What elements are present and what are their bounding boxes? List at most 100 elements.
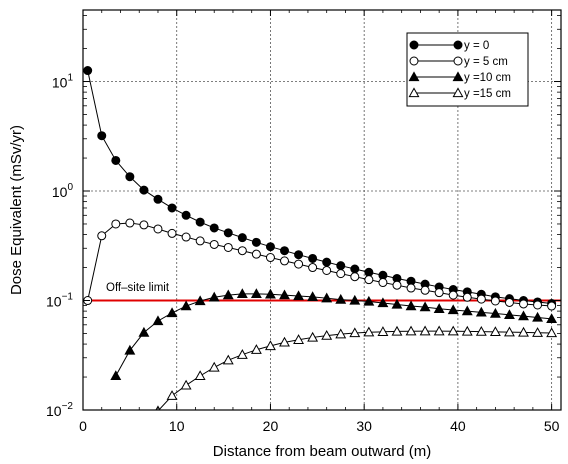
data-point xyxy=(447,304,459,315)
data-point xyxy=(533,300,543,310)
data-point xyxy=(350,264,360,274)
data-point xyxy=(111,155,121,165)
data-point xyxy=(532,327,544,337)
data-point xyxy=(280,256,290,266)
data-point xyxy=(152,315,164,326)
data-point xyxy=(294,259,304,269)
data-point xyxy=(194,370,206,381)
data-point xyxy=(139,220,149,230)
data-point xyxy=(166,390,178,400)
x-tick-label: 40 xyxy=(450,418,466,434)
data-point xyxy=(237,246,247,256)
off-site-limit-label: Off–site limit xyxy=(106,282,170,294)
data-point xyxy=(377,326,389,336)
legend-label: y = 0 xyxy=(464,40,489,52)
data-point xyxy=(110,370,122,381)
data-point xyxy=(250,288,262,299)
data-point xyxy=(180,379,192,390)
data-point xyxy=(518,310,529,321)
legend-label: y =15 cm xyxy=(464,88,511,100)
data-point xyxy=(434,288,444,298)
data-point xyxy=(475,325,487,336)
legend-marker xyxy=(453,56,463,66)
y-tick-label: 101 xyxy=(52,73,74,91)
data-point xyxy=(336,269,346,279)
data-point xyxy=(391,298,403,309)
x-tick-label: 0 xyxy=(79,418,87,434)
data-point xyxy=(236,288,248,299)
data-point xyxy=(364,275,374,285)
y-tick-label: 10−1 xyxy=(46,292,73,310)
legend: y = 0 y = 5 cm y =10 cm y =15 cm xyxy=(406,32,529,107)
data-point xyxy=(237,233,247,243)
legend-marker xyxy=(453,40,463,50)
series-layer xyxy=(83,66,558,410)
data-point xyxy=(308,253,318,263)
data-point xyxy=(504,297,514,307)
data-point xyxy=(322,265,332,275)
series-line xyxy=(87,70,552,304)
data-point xyxy=(195,236,205,246)
data-point xyxy=(461,305,473,316)
data-point xyxy=(250,344,262,354)
data-point xyxy=(519,299,529,309)
data-point xyxy=(405,325,417,336)
x-tick-label: 10 xyxy=(169,418,185,434)
data-point xyxy=(335,328,347,339)
plot-frame xyxy=(82,9,562,411)
data-point xyxy=(97,231,107,241)
data-point xyxy=(280,246,290,256)
data-point xyxy=(377,297,389,308)
data-point xyxy=(167,228,177,238)
data-point xyxy=(364,267,374,277)
data-point xyxy=(322,257,332,267)
data-point xyxy=(321,292,333,303)
series-2 xyxy=(83,218,557,311)
legend-marker xyxy=(408,71,420,82)
data-point xyxy=(251,237,261,247)
legend-marker xyxy=(452,71,464,82)
data-point xyxy=(419,301,431,312)
data-point xyxy=(518,326,529,337)
data-point xyxy=(167,203,177,213)
x-tick-label: 30 xyxy=(356,418,372,434)
data-point xyxy=(489,326,501,337)
data-point xyxy=(447,325,459,336)
data-point xyxy=(124,344,136,355)
data-point xyxy=(265,242,275,252)
data-point xyxy=(307,331,319,342)
data-point xyxy=(378,278,388,288)
data-point xyxy=(504,326,515,337)
data-point xyxy=(392,280,402,290)
y-tick-label: 10−2 xyxy=(46,401,73,419)
data-point xyxy=(209,223,219,233)
data-point xyxy=(420,285,430,295)
x-tick-label: 50 xyxy=(544,418,560,434)
data-point xyxy=(308,263,318,273)
data-point xyxy=(194,295,206,306)
data-point xyxy=(406,283,416,293)
data-point xyxy=(139,185,149,195)
y-tick-label: 100 xyxy=(52,182,74,200)
data-point xyxy=(279,336,290,347)
data-point xyxy=(489,307,501,318)
data-point xyxy=(208,361,220,372)
data-point xyxy=(307,291,319,302)
legend-marker xyxy=(452,87,464,98)
data-point xyxy=(222,289,234,300)
data-point xyxy=(363,326,375,337)
data-point xyxy=(195,217,205,227)
legend-label: y =10 cm xyxy=(464,72,511,84)
data-point xyxy=(293,290,305,301)
data-point xyxy=(350,272,360,282)
data-point xyxy=(490,296,500,306)
data-point xyxy=(461,325,473,336)
data-point xyxy=(223,228,233,238)
data-point xyxy=(335,293,347,304)
series-3 xyxy=(110,288,558,381)
data-point xyxy=(97,131,107,141)
x-tick-label: 20 xyxy=(263,418,279,434)
data-point xyxy=(125,172,135,182)
y-axis-title: Dose Equivalent (mSv/yr) xyxy=(8,125,25,295)
